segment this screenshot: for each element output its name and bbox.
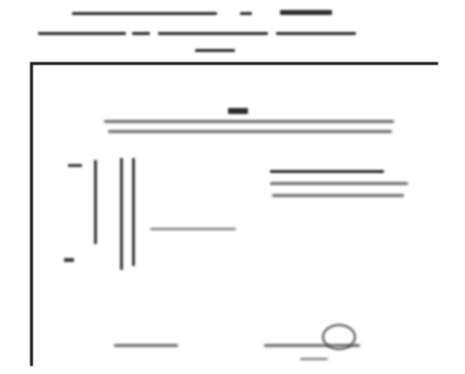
- header-line-2-ink-a: [38, 32, 126, 35]
- signature-right-ink: [264, 344, 360, 347]
- left-mark-top: [68, 164, 82, 167]
- header-line-2-ink-c: [158, 32, 268, 35]
- middle-note-ink: [150, 228, 236, 230]
- header-line-2-ink-d: [276, 32, 356, 35]
- header-line-2-ink-b: [132, 32, 150, 35]
- vertical-bar-3: [132, 158, 135, 266]
- header-line-3-ink: [195, 49, 235, 52]
- vertical-bar-1: [94, 160, 97, 244]
- left-mark-bottom: [64, 258, 74, 262]
- right-line-2-ink: [270, 182, 408, 185]
- vertical-bar-2: [120, 158, 123, 270]
- signature-left-ink: [114, 344, 178, 347]
- right-line-3-ink: [272, 194, 404, 197]
- header-line-1-ink-c: [280, 10, 332, 15]
- footer-note-ink: [300, 358, 328, 360]
- header-line-1-ink-a: [72, 12, 217, 15]
- header-line-1-ink-b: [240, 12, 252, 15]
- document-emblem: [228, 108, 248, 114]
- document-frame: [30, 62, 438, 366]
- title-line-2-ink: [108, 130, 392, 133]
- document-stamp: [322, 324, 356, 350]
- right-line-1-ink: [270, 170, 384, 173]
- title-line-1-ink: [104, 120, 394, 123]
